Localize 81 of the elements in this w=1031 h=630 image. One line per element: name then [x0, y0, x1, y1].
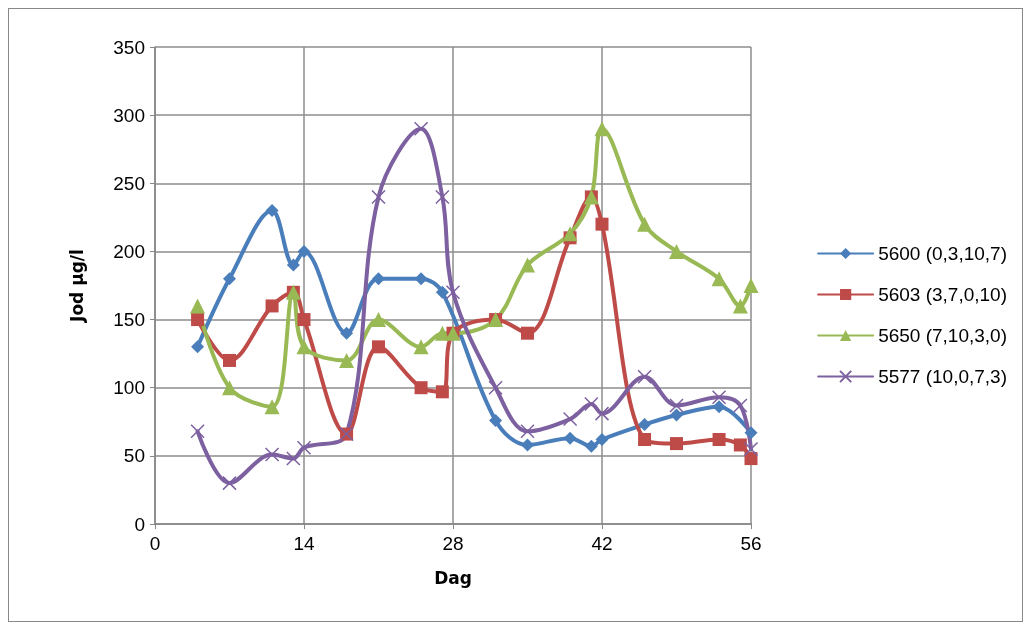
x-tick-label: 42	[591, 533, 613, 554]
point	[264, 447, 280, 462]
point	[222, 380, 237, 396]
point	[413, 339, 429, 355]
point	[595, 217, 609, 231]
point	[521, 438, 534, 452]
point	[489, 413, 503, 427]
point	[711, 390, 727, 405]
point	[297, 313, 311, 327]
point	[521, 326, 534, 340]
y-tick-label: 150	[113, 309, 145, 331]
point	[371, 312, 386, 328]
point	[372, 272, 385, 286]
point	[435, 285, 449, 299]
point	[670, 408, 683, 422]
point	[744, 426, 758, 440]
y-tick-label: 50	[123, 445, 145, 467]
point	[445, 285, 461, 300]
point	[265, 204, 279, 218]
point	[669, 398, 684, 413]
point	[712, 400, 726, 414]
legend-label: 5600 (0,3,10,7)	[878, 243, 1007, 264]
point	[339, 352, 355, 368]
point	[190, 298, 206, 314]
point	[638, 433, 652, 446]
point	[435, 189, 450, 205]
point	[286, 258, 300, 272]
point	[434, 325, 450, 341]
point	[594, 406, 610, 421]
point	[223, 353, 236, 367]
point	[637, 216, 653, 232]
legend-label: 5650 (7,10,3,0)	[878, 325, 1007, 346]
point	[265, 299, 279, 313]
legend-label: 5577 (10,0,7,3)	[878, 366, 1007, 387]
point	[743, 441, 759, 457]
y-axis-title: Jod µg/l	[66, 249, 87, 323]
point	[223, 272, 236, 286]
point	[296, 339, 312, 355]
point	[414, 272, 428, 286]
legend-label: 5603 (3,7,0,10)	[878, 284, 1007, 305]
x-tick-label: 14	[293, 533, 315, 554]
y-tick-label: 0	[134, 513, 145, 535]
point	[190, 424, 205, 439]
point	[340, 326, 354, 340]
point	[371, 189, 386, 205]
point	[264, 399, 280, 415]
point	[733, 438, 747, 452]
point	[711, 271, 727, 287]
point	[584, 439, 598, 453]
point	[520, 424, 535, 439]
y-tick-label: 200	[113, 240, 145, 262]
x-tick-label: 28	[442, 533, 464, 554]
point	[595, 433, 609, 446]
point	[670, 437, 683, 451]
point	[562, 226, 578, 242]
point	[638, 418, 652, 432]
point	[712, 433, 726, 446]
point	[520, 257, 535, 273]
point	[414, 381, 428, 395]
x-axis-title: Dag	[434, 567, 472, 588]
y-tick-label: 100	[113, 377, 145, 399]
y-tick-label: 350	[113, 36, 145, 58]
point	[563, 431, 577, 445]
point	[584, 396, 599, 412]
point	[488, 380, 503, 395]
point	[732, 298, 748, 314]
y-tick-label: 250	[113, 172, 145, 194]
point	[413, 121, 429, 137]
point	[594, 121, 610, 137]
point	[222, 475, 237, 491]
point	[637, 369, 652, 385]
y-tick-label: 300	[113, 104, 145, 126]
point	[669, 243, 684, 259]
point	[297, 244, 311, 258]
point	[191, 340, 205, 354]
point	[435, 385, 449, 399]
point	[191, 313, 205, 327]
point	[743, 278, 759, 293]
x-tick-label: 56	[740, 533, 762, 554]
point	[372, 340, 385, 354]
x-tick-label: 0	[149, 533, 161, 554]
